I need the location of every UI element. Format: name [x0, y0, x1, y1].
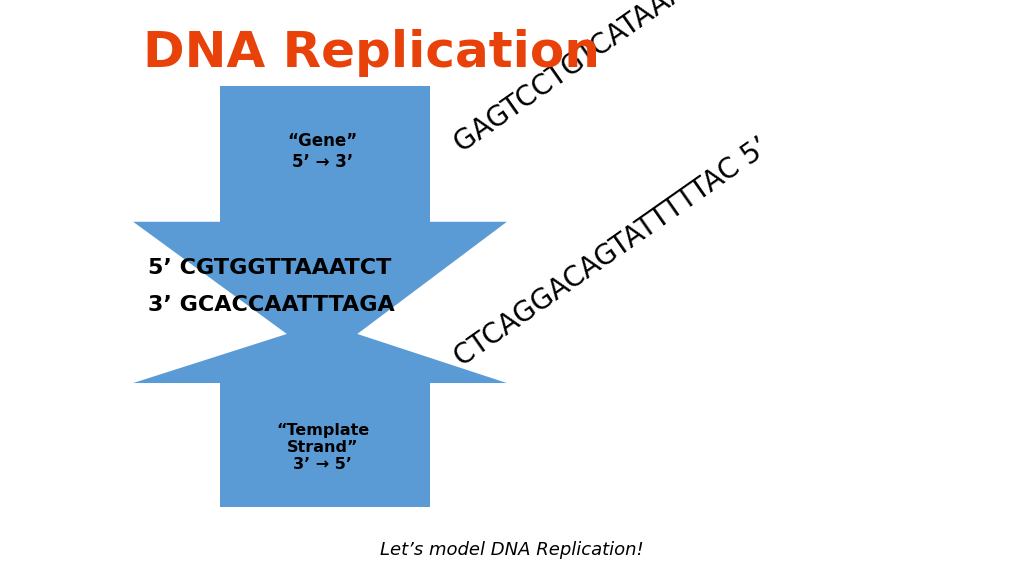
Text: 3’ GCACCAATTTAGA: 3’ GCACCAATTTAGA — [148, 295, 395, 315]
Polygon shape — [133, 222, 507, 360]
Text: CTCAGGACAGTATTTTTAC 5’: CTCAGGACAGTATTTTTAC 5’ — [450, 132, 775, 372]
FancyBboxPatch shape — [220, 383, 430, 507]
FancyBboxPatch shape — [220, 86, 430, 222]
Text: GAGTCCTGTCATAAAATG 3’: GAGTCCTGTCATAAAATG 3’ — [450, 0, 767, 158]
Polygon shape — [133, 323, 507, 383]
Text: 5’ CGTGGTTAAATCT: 5’ CGTGGTTAAATCT — [148, 258, 392, 278]
Text: “Gene”
5’ → 3’: “Gene” 5’ → 3’ — [288, 132, 357, 170]
Text: Let’s model DNA Replication!: Let’s model DNA Replication! — [380, 541, 644, 559]
Text: DNA Replication: DNA Replication — [143, 29, 600, 77]
Text: “Template
Strand”
3’ → 5’: “Template Strand” 3’ → 5’ — [275, 423, 370, 472]
